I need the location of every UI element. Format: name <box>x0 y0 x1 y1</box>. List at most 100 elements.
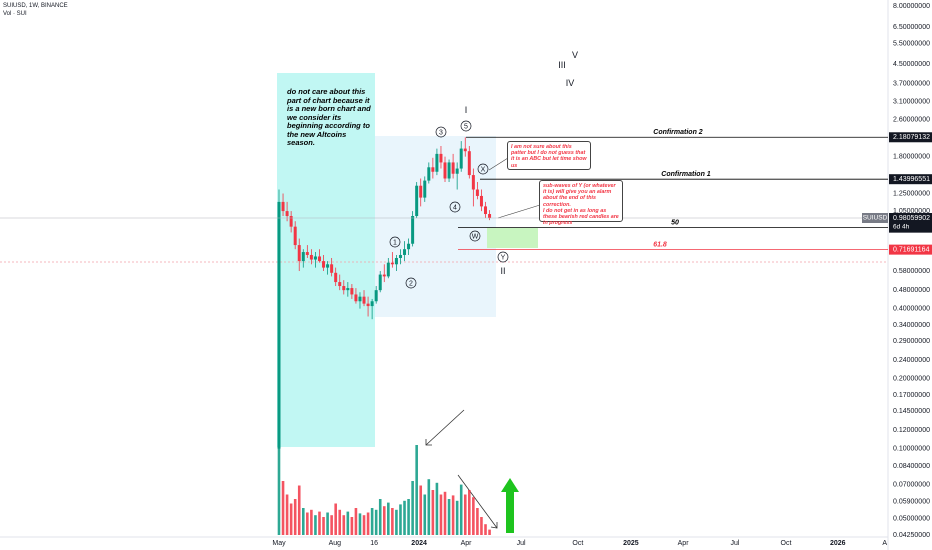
symbol-tag <box>862 212 888 223</box>
arrow <box>457 474 498 529</box>
arrow-head <box>490 522 498 529</box>
wave-label: 4 <box>453 204 457 211</box>
wave-label: V <box>572 50 578 60</box>
y-tick-label: 1.05000000 <box>893 208 930 215</box>
candle-body <box>313 256 317 260</box>
candle-body <box>451 162 455 174</box>
note: do not care about this part of chart bec… <box>287 87 371 147</box>
candle-body <box>366 303 370 307</box>
x-tick-label: Aug <box>329 540 342 547</box>
y-tick-label: 8.00000000 <box>893 3 930 10</box>
y-tick-label: 0.05000000 <box>893 515 930 522</box>
price-tag <box>889 244 932 255</box>
candle-body <box>407 243 411 250</box>
volume-bar <box>484 524 487 535</box>
volume-bar <box>391 508 394 535</box>
candle-body <box>398 254 402 258</box>
volume-bar <box>415 445 418 535</box>
symbol-tag-label: SUIUSD <box>863 215 888 222</box>
candle-body <box>277 201 281 449</box>
y-tick-label: 0.14500000 <box>893 408 930 415</box>
countdown-label: 6d 4h <box>893 224 910 231</box>
candle-body <box>459 148 463 169</box>
x-tick-label: Jul <box>730 540 739 547</box>
volume-bar <box>334 503 337 535</box>
y-tick-label: 0.48000000 <box>893 287 930 294</box>
price-tag <box>889 132 932 143</box>
y-tick-label: 4.50000000 <box>893 61 930 68</box>
volume-bar <box>423 494 427 535</box>
wave-circle <box>469 230 481 242</box>
wave-label: 5 <box>464 123 468 130</box>
wave-label: Y <box>501 254 506 261</box>
candle-body <box>471 175 475 190</box>
candle-body <box>435 153 439 172</box>
candle-body <box>386 262 390 277</box>
wave-circle <box>405 277 417 289</box>
volume-bar <box>306 512 309 535</box>
candle-body <box>394 257 398 265</box>
x-tick-label: 2024 <box>411 540 427 547</box>
x-tick-label: 2026 <box>830 540 846 547</box>
candle-body <box>342 286 346 291</box>
y-tick-label: 0.58000000 <box>893 268 930 275</box>
volume-bar <box>435 482 439 535</box>
y-tick-label: 0.08400000 <box>893 463 930 470</box>
volume-bar <box>476 508 479 535</box>
arrow <box>425 409 465 446</box>
candle-body <box>415 185 419 217</box>
y-tick-label: 1.80000000 <box>893 153 930 160</box>
volume-bar <box>455 500 459 535</box>
wave-label: I <box>465 105 468 115</box>
volume-bar <box>338 509 342 535</box>
candle-body <box>346 288 350 291</box>
y-tick-label: 0.24000000 <box>893 357 930 364</box>
candle-body <box>354 294 358 302</box>
candle-body <box>475 189 479 196</box>
volume-bar <box>468 490 471 535</box>
volume-bar <box>395 509 398 535</box>
candle-body <box>463 148 467 152</box>
volume-bar <box>297 485 301 535</box>
volume-bar <box>322 517 325 535</box>
y-tick-label: 2.60000000 <box>893 116 930 123</box>
level-label: Confirmation 2 <box>653 129 702 136</box>
target-zone <box>487 228 538 248</box>
level-label: 61.8 <box>653 241 667 248</box>
volume-bar <box>281 481 285 535</box>
volume-bar <box>350 517 354 535</box>
price-tag <box>889 174 932 185</box>
wave-label: 1 <box>393 239 397 246</box>
candle-body <box>285 211 289 217</box>
candle-body <box>305 252 309 255</box>
candle-body <box>330 264 334 273</box>
symbol-header: SUIUSD, 1W, BINANCE <box>3 3 68 9</box>
candle-body <box>350 288 354 295</box>
x-tick-label: Oct <box>781 540 792 547</box>
volume-bar <box>346 511 350 535</box>
y-tick-label: 0.29000000 <box>893 338 930 345</box>
candle-body <box>293 226 297 246</box>
x-tick-label: Oct <box>572 540 583 547</box>
price-tag-label: 0.71691164 <box>893 246 930 253</box>
plot: 8.00000000 6.50000000 5.50000000 4.50000000… <box>0 3 932 547</box>
volume-bar <box>439 494 443 535</box>
candle-body <box>403 249 407 255</box>
candle-body <box>382 274 386 277</box>
wave-label: W <box>472 233 479 240</box>
volume-bar <box>354 508 358 535</box>
volume-bar <box>403 500 406 535</box>
wave-circle <box>449 201 461 213</box>
y-tick-label: 0.07000000 <box>893 481 930 488</box>
up-arrow <box>501 478 519 533</box>
candle-body <box>427 167 431 181</box>
candle-body <box>488 214 492 219</box>
volume-bar <box>318 511 321 535</box>
price-tag-label: 0.98059902 <box>893 215 930 222</box>
wave-label: X <box>481 166 486 173</box>
x-tick-label: May <box>272 540 286 547</box>
x-tick-label: 2025 <box>623 540 639 547</box>
candle-body <box>370 301 374 307</box>
y-tick-label: 0.20000000 <box>893 375 930 382</box>
